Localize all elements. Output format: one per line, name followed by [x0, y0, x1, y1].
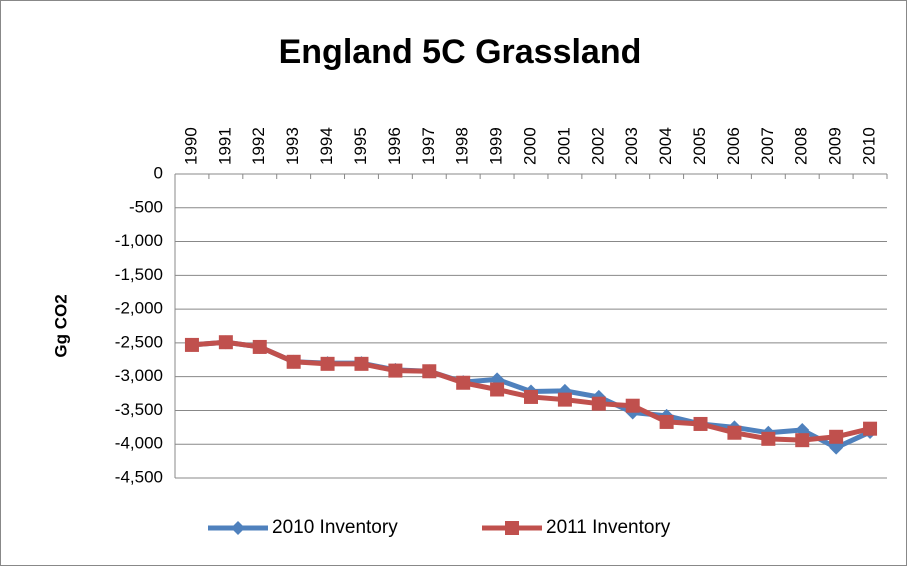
y-tick-label: -1,000: [115, 231, 163, 250]
x-tick-label: 1999: [487, 127, 506, 165]
x-tick-label: 1994: [317, 127, 336, 165]
marker: [863, 421, 878, 436]
y-axis-label: Gg CO2: [51, 294, 70, 357]
marker: [490, 382, 505, 397]
x-tick-label: 2004: [656, 127, 675, 165]
y-tick-label: 0: [154, 163, 163, 182]
x-tick-label: 1996: [385, 127, 404, 165]
chart-title: England 5C Grassland: [279, 33, 642, 71]
x-tick-label: 2006: [724, 127, 743, 165]
x-tick-label: 2007: [758, 127, 777, 165]
x-tick-label: 2010: [860, 127, 879, 165]
x-tick-label: 1993: [283, 127, 302, 165]
marker: [286, 354, 301, 369]
y-tick-label: -500: [129, 197, 163, 216]
x-tick-label: 2005: [690, 127, 709, 165]
marker: [557, 392, 572, 407]
marker: [252, 339, 267, 354]
y-tick-label: -3,000: [115, 366, 163, 385]
y-tick-label: -1,500: [115, 265, 163, 284]
marker: [388, 363, 403, 378]
marker: [231, 521, 245, 535]
x-tick-label: 1995: [351, 127, 370, 165]
marker: [659, 414, 674, 429]
x-tick-label: 2009: [826, 127, 845, 165]
marker: [354, 356, 369, 371]
x-tick-label: 1997: [419, 127, 438, 165]
x-tick-label: 2001: [554, 127, 573, 165]
x-tick-label: 2002: [588, 127, 607, 165]
marker: [505, 521, 519, 535]
marker: [625, 398, 640, 413]
marker: [727, 425, 742, 440]
legend-label: 2010 Inventory: [272, 517, 398, 538]
marker: [795, 433, 810, 448]
y-tick-label: -2,500: [115, 332, 163, 351]
marker: [422, 364, 437, 379]
y-tick-label: -3,500: [115, 400, 163, 419]
marker: [184, 337, 199, 352]
x-tick-label: 2008: [792, 127, 811, 165]
x-tick-label: 1992: [249, 127, 268, 165]
marker: [456, 375, 471, 390]
marker: [320, 356, 335, 371]
legend-label: 2011 Inventory: [546, 517, 671, 538]
x-tick-label: 1998: [453, 127, 472, 165]
marker: [829, 440, 844, 455]
marker: [761, 431, 776, 446]
marker: [524, 389, 538, 404]
marker: [829, 429, 844, 444]
marker: [591, 396, 606, 411]
x-tick-label: 2000: [520, 127, 539, 165]
y-tick-label: -2,000: [115, 299, 163, 318]
marker: [218, 335, 233, 350]
y-tick-label: -4,500: [115, 467, 163, 486]
marker: [693, 416, 708, 431]
x-tick-label: 1990: [181, 127, 200, 165]
x-tick-label: 2003: [622, 127, 641, 165]
y-tick-label: -4,000: [115, 434, 163, 453]
x-tick-label: 1991: [215, 127, 234, 165]
